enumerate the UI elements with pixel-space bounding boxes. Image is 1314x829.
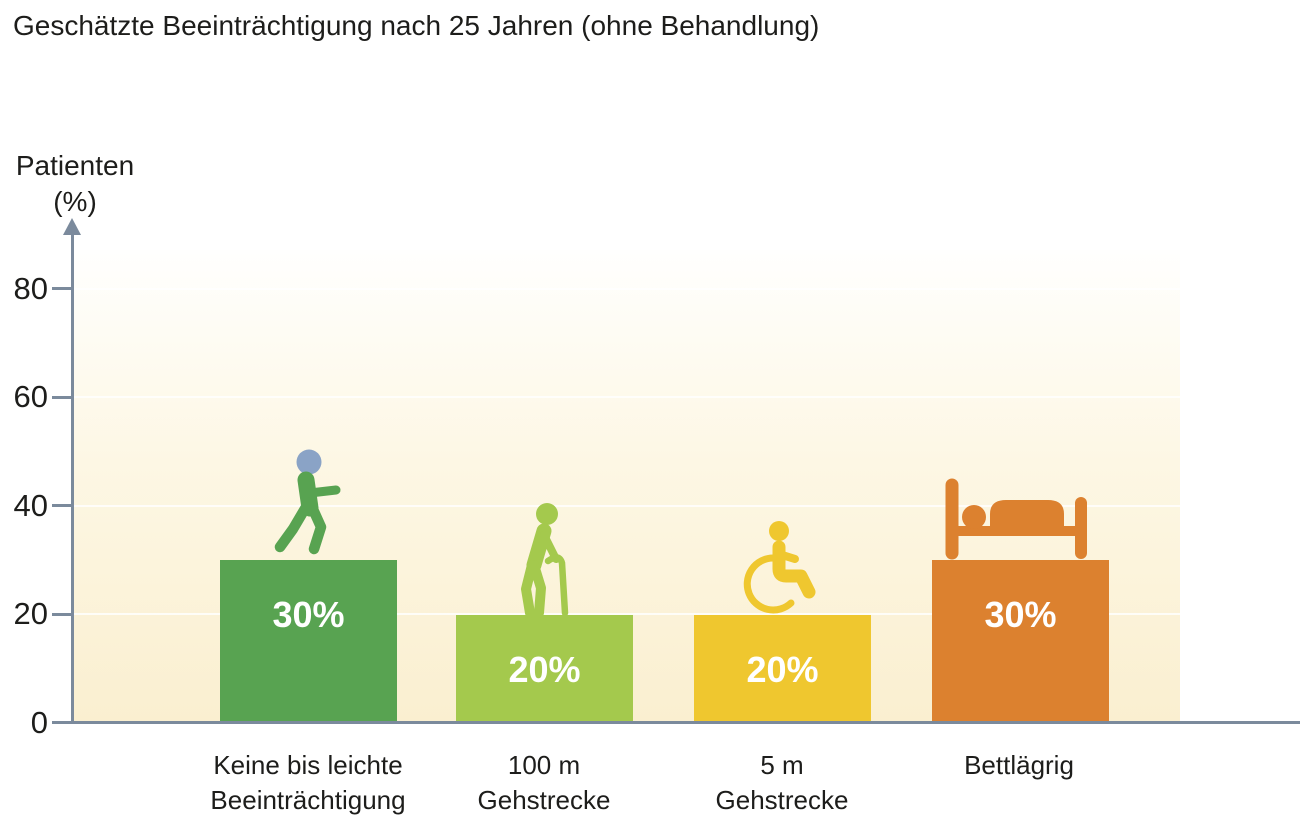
y-axis-arrow [63,218,81,235]
bar-value-label: 20% [746,649,819,690]
bar-5m-walking: 20% [694,615,871,723]
person-in-bed-icon [944,478,1096,560]
y-tick-mark-20 [52,613,71,616]
y-tick-mark-80 [52,287,71,290]
y-tick-label-40: 40 [13,488,48,523]
bar-value-label: 30% [984,594,1057,635]
category-label-line2: Gehstrecke [477,785,611,815]
gridline-60 [72,396,1180,398]
x-axis-line [52,721,1300,724]
y-tick-mark-60 [52,396,71,399]
y-axis-title-line1: Patienten [15,150,135,181]
category-label-line2: Beeinträchtigung [210,785,406,815]
gridline-40 [72,505,1180,507]
gridline-20 [72,613,1180,615]
chart-title: Geschätzte Beeinträchtigung nach 25 Jahr… [13,10,820,41]
category-label-no-impairment: Keine bis leichte Beeinträchtigung [210,748,405,818]
category-label-line1: 5 m [760,750,804,780]
y-axis-title-line2: (%) [53,186,97,217]
y-axis-line [71,233,74,723]
bar-100m-walking: 20% [456,615,633,723]
gridline-80 [72,288,1180,290]
walking-person-icon [272,448,344,562]
y-axis-title: Patienten (%) [0,148,150,220]
bar-no-impairment: 30% [220,560,397,723]
bar-bedridden: 30% [932,560,1109,723]
category-label-line1: 100 m [507,750,581,780]
category-label-bedridden: Bettlägrig [964,748,1074,783]
y-tick-label-20: 20 [13,596,48,631]
bar-value-label: 30% [272,594,345,635]
plot-area: 30% 20% 20% 30% [72,250,1180,723]
y-tick-label-80: 80 [13,271,48,306]
category-label-line1: Keine bis leichte [213,750,403,780]
wheelchair-user-icon [738,520,826,618]
person-with-cane-icon [507,501,581,619]
y-tick-label-0: 0 [30,705,48,740]
y-tick-mark-40 [52,504,71,507]
category-label-100m: 100 m Gehstrecke [478,748,611,818]
y-tick-label-60: 60 [13,379,48,414]
category-label-5m: 5 m Gehstrecke [716,748,849,818]
bar-value-label: 20% [508,649,581,690]
category-label-line2: Gehstrecke [715,785,849,815]
category-label-line1: Bettlägrig [964,750,1074,780]
